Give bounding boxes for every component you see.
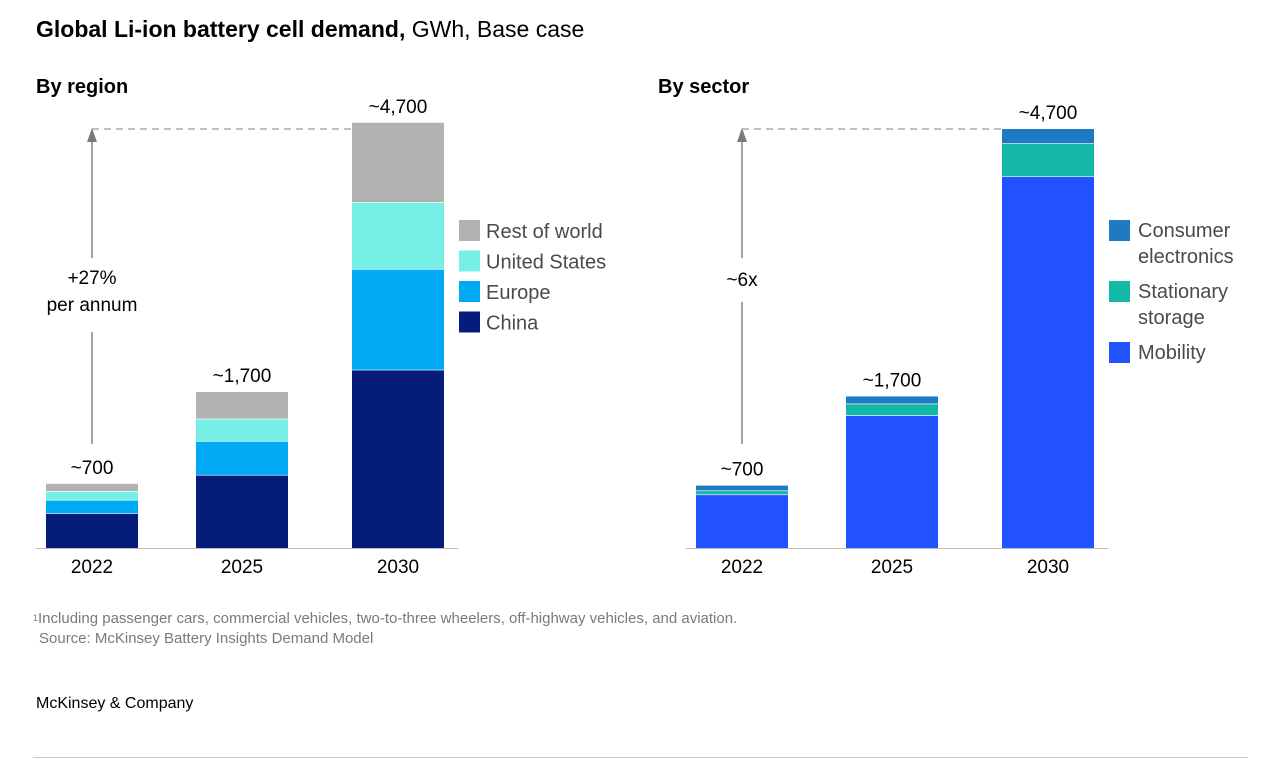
sector-bar-2025-consumer-electronics (846, 396, 938, 404)
footnote: 1Including passenger cars, commercial ve… (33, 609, 737, 649)
sector-subtitle: By sector (658, 76, 749, 98)
legend-label: Stationary (1138, 281, 1228, 303)
legend-label: China (486, 313, 539, 335)
sector-x-tick-label: 2022 (721, 557, 763, 578)
footnote-line: 1Including passenger cars, commercial ve… (33, 609, 737, 629)
sector-bar-2030-stationary-storage (1002, 143, 1094, 177)
region-bar-2022-rest-of-world (46, 483, 138, 491)
region-bar-2025-china (196, 474, 288, 548)
brand-name: McKinsey & Company (36, 695, 194, 712)
region-bar-2025-rest-of-world (196, 391, 288, 419)
region-bar-2022-china (46, 513, 138, 548)
region-total-label-2022: ~700 (71, 458, 114, 479)
legend-label: United States (486, 252, 606, 274)
legend-label: storage (1138, 307, 1205, 329)
legend-swatch (459, 311, 480, 333)
legend-swatch (1109, 342, 1130, 363)
charts-canvas: By region +27% per annum ~700 2022 ~1,700 2… (36, 76, 1234, 578)
legend-label: electronics (1138, 246, 1234, 268)
sector-bar-2025-stationary-storage (846, 403, 938, 416)
region-bar-2022-europe (46, 499, 138, 514)
region-bar-2025-united-states (196, 418, 288, 442)
legend-swatch (459, 250, 480, 272)
region-bar-2030-united-states (352, 202, 444, 269)
sector-bar-2030-consumer-electronics (1002, 129, 1094, 144)
legend-label: Europe (486, 282, 551, 304)
sector-total-label-2022: ~700 (721, 460, 764, 481)
footnote-marker: 1 (33, 613, 39, 623)
region-total-label-2030: ~4,700 (369, 97, 428, 118)
sector-bar-2022-consumer-electronics (696, 485, 788, 491)
sector-bars: ~700 2022 ~1,700 2025 ~4,700 2030 (696, 103, 1094, 578)
sector-bar-2022-stationary-storage (696, 490, 788, 495)
region-panel: By region +27% per annum ~700 2022 ~1,700 2… (36, 76, 606, 578)
region-x-tick-label: 2025 (221, 557, 263, 578)
sector-growth-label: ~6x (726, 270, 758, 291)
region-bar-2022-united-states (46, 490, 138, 500)
region-legend: Rest of world United States Europe China (459, 220, 606, 335)
region-bar-2030-rest-of-world (352, 122, 444, 203)
region-total-label-2025: ~1,700 (213, 366, 272, 387)
sector-bar-2022-mobility (696, 494, 788, 548)
region-bar-2030-europe (352, 268, 444, 370)
legend-swatch (459, 220, 480, 241)
region-bars: ~700 2022 ~1,700 2025 ~4,700 2030 (46, 97, 444, 578)
sector-legend: Consumer electronics Stationary storage Mobi… (1109, 220, 1234, 364)
legend-swatch (459, 281, 480, 302)
legend-label: Rest of world (486, 221, 603, 243)
chart-title-bold: Global Li-ion battery cell demand, (36, 16, 406, 42)
region-growth-line1: +27% (67, 268, 116, 289)
region-subtitle: By region (36, 76, 128, 98)
chart-title-unit: GWh, Base case (411, 16, 585, 42)
sector-x-tick-label: 2025 (871, 557, 913, 578)
region-bar-2030-china (352, 369, 444, 548)
legend-swatch (1109, 281, 1130, 302)
legend-label: Consumer (1138, 220, 1231, 242)
region-growth-line2: per annum (47, 295, 138, 316)
region-x-tick-label: 2022 (71, 557, 113, 578)
source-line: Source: McKinsey Battery Insights Demand… (39, 630, 374, 647)
sector-total-label-2030: ~4,700 (1019, 103, 1078, 124)
footnote-text: Including passenger cars, commercial veh… (38, 610, 738, 627)
sector-panel: By sector ~6x ~700 2022 ~1,700 2025 ~4,700 20… (658, 76, 1234, 578)
legend-swatch (1109, 220, 1130, 241)
sector-bar-2025-mobility (846, 415, 938, 548)
sector-total-label-2025: ~1,700 (863, 370, 922, 391)
legend-label: Mobility (1138, 342, 1206, 364)
sector-bar-2030-mobility (1002, 176, 1094, 548)
sector-x-tick-label: 2030 (1027, 557, 1069, 578)
chart-title: Global Li-ion battery cell demand, GWh, … (36, 16, 584, 43)
region-bar-2025-europe (196, 441, 288, 475)
sector-arrowhead-icon (737, 128, 747, 142)
region-arrowhead-icon (87, 128, 97, 142)
region-x-tick-label: 2030 (377, 557, 419, 578)
bottom-rule (33, 757, 1248, 758)
